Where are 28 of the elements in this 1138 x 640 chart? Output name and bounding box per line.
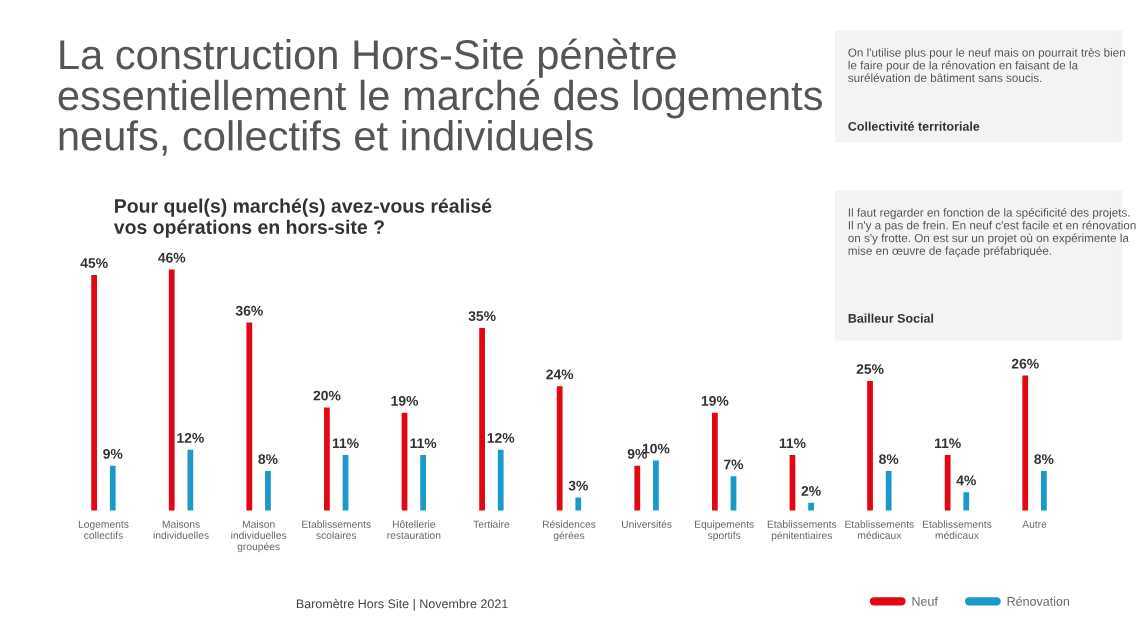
chart-title: La construction Hors-Site pénètre essentiellement le marché des logements neufs, collectifs et individuels <box>58 38 822 156</box>
bar <box>166 266 178 512</box>
bar <box>883 468 895 512</box>
bar <box>243 319 255 512</box>
bar <box>398 409 411 512</box>
bar <box>339 452 352 512</box>
bar <box>1038 468 1050 512</box>
bar <box>262 468 274 512</box>
bar <box>805 500 817 512</box>
bar <box>709 409 721 512</box>
bar <box>572 494 584 512</box>
bar <box>321 404 333 512</box>
bar <box>864 378 876 512</box>
bar <box>786 452 799 512</box>
chart-subtitle: Pour quel(s) marché(s) avez-vous réalisé vos opérations en hors-site ? <box>113 198 492 238</box>
bar <box>960 489 972 512</box>
bar <box>417 452 429 512</box>
bar <box>554 383 566 512</box>
bar <box>476 325 488 512</box>
bar <box>184 447 197 512</box>
bar <box>1019 372 1031 512</box>
bar <box>727 473 740 512</box>
bar <box>650 457 662 512</box>
bar <box>631 462 643 512</box>
bar <box>495 447 507 512</box>
bar <box>941 452 954 512</box>
bar <box>88 272 100 512</box>
bar <box>107 462 119 512</box>
